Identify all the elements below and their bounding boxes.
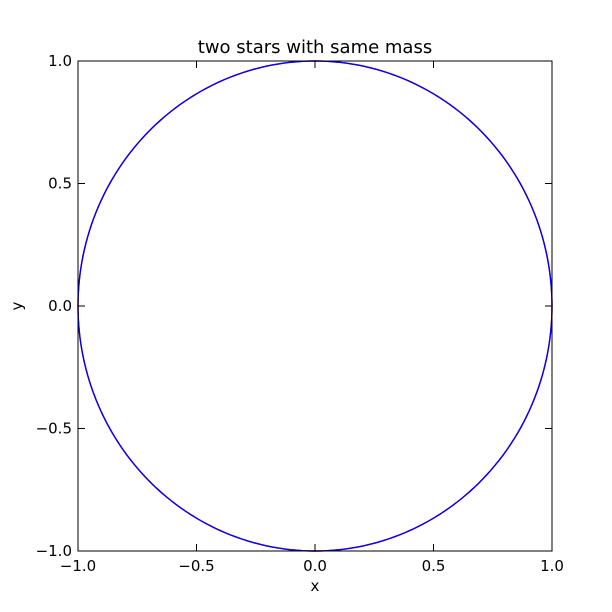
x-tick-label: 0.0 xyxy=(303,557,327,575)
y-tick-label: 0.0 xyxy=(48,297,72,315)
y-tick-label: 0.5 xyxy=(48,175,72,193)
chart-title: two stars with same mass xyxy=(198,37,432,58)
x-ticks: −1.0 −0.5 0.0 0.5 1.0 xyxy=(60,61,564,575)
x-tick-label: 1.0 xyxy=(540,557,564,575)
y-tick-label: 1.0 xyxy=(48,52,72,70)
x-tick-label: 0.5 xyxy=(422,557,446,575)
y-tick-label: −1.0 xyxy=(36,542,72,560)
y-axis-label: y xyxy=(8,301,26,310)
y-ticks: −1.0 −0.5 0.0 0.5 1.0 xyxy=(36,52,552,560)
x-tick-label: −0.5 xyxy=(178,557,214,575)
y-tick-label: −0.5 xyxy=(36,420,72,438)
x-axis-label: x xyxy=(311,577,320,595)
x-tick-label: −1.0 xyxy=(60,557,96,575)
plot-area xyxy=(78,61,552,551)
